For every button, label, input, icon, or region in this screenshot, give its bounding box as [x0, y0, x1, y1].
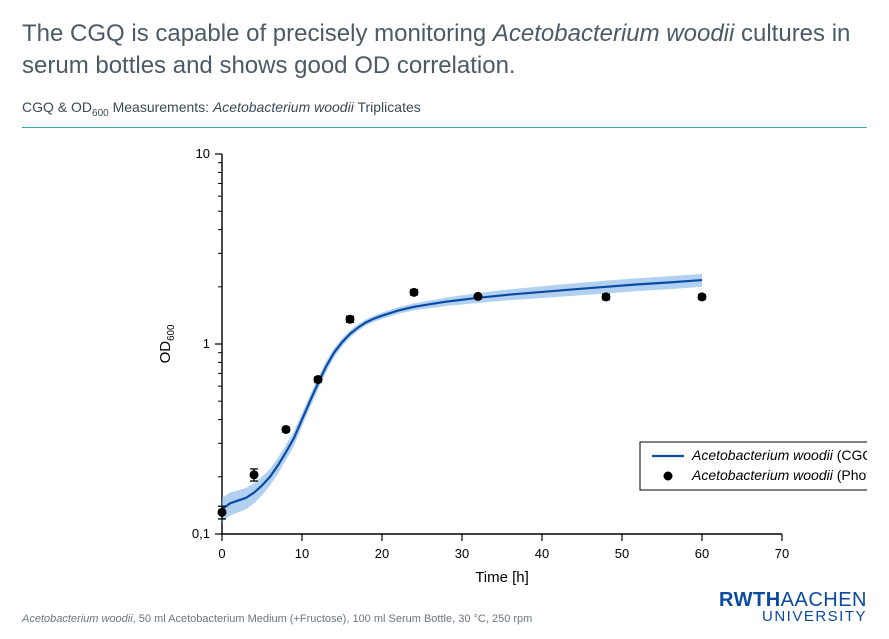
svg-text:Acetobacterium woodii (Photome: Acetobacterium woodii (Photometer): [691, 467, 867, 483]
page-title: The CGQ is capable of precisely monitori…: [22, 18, 867, 83]
caption-rest: , 50 ml Acetobacterium Medium (+Fructose…: [133, 613, 533, 625]
rwth-logo: RWTHAACHEN UNIVERSITY: [719, 589, 867, 625]
svg-text:0,1: 0,1: [192, 526, 210, 541]
svg-text:30: 30: [455, 546, 469, 561]
svg-text:40: 40: [535, 546, 549, 561]
title-italic: Acetobacterium woodii: [493, 20, 734, 47]
svg-text:10: 10: [196, 146, 210, 161]
svg-text:10: 10: [295, 546, 309, 561]
chart-subtitle: CGQ & OD600 Measurements: Acetobacterium…: [22, 99, 867, 119]
divider-rule: [22, 127, 867, 128]
growth-chart: 0 10 20 30 40 50 60 70 Time [h] 0,1 1 10 OD600 Acetob…: [22, 134, 867, 594]
svg-text:0: 0: [218, 546, 225, 561]
caption-italic: Acetobacterium woodii: [22, 613, 133, 625]
svg-text:Acetobacterium woodii (CGQ): Acetobacterium woodii (CGQ): [691, 447, 867, 463]
svg-text:Time [h]: Time [h]: [475, 569, 529, 586]
svg-text:20: 20: [375, 546, 389, 561]
subtitle-suffix: Triplicates: [354, 99, 421, 115]
svg-text:OD600: OD600: [157, 324, 177, 363]
subtitle-sub: 600: [92, 108, 109, 119]
subtitle-italic: Acetobacterium woodii: [213, 99, 354, 115]
figure-caption: Acetobacterium woodii, 50 ml Acetobacter…: [22, 613, 532, 625]
svg-text:1: 1: [203, 336, 210, 351]
svg-text:70: 70: [775, 546, 789, 561]
subtitle-mid: Measurements:: [109, 99, 213, 115]
chart-svg: 0 10 20 30 40 50 60 70 Time [h] 0,1 1 10 OD600 Acetob…: [22, 134, 867, 594]
svg-text:50: 50: [615, 546, 629, 561]
title-part1: The CGQ is capable of precisely monitori…: [22, 20, 493, 47]
subtitle-prefix: CGQ & OD: [22, 99, 92, 115]
svg-text:60: 60: [695, 546, 709, 561]
footer: Acetobacterium woodii, 50 ml Acetobacter…: [22, 589, 867, 625]
